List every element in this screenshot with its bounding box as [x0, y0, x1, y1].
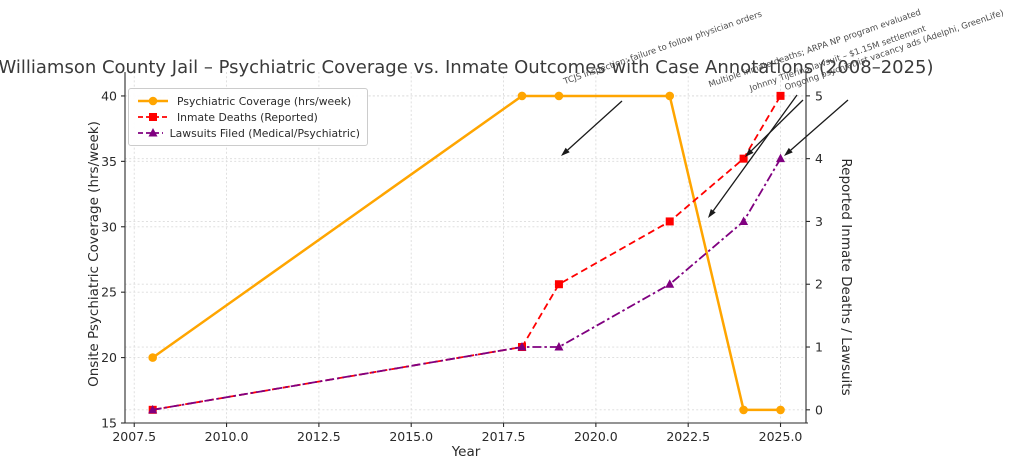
legend-item-deaths: Inmate Deaths (Reported) — [136, 109, 360, 125]
legend-sample-lawsuits — [138, 128, 163, 137]
svg-text:2010.0: 2010.0 — [205, 429, 249, 444]
svg-text:35: 35 — [101, 154, 117, 169]
svg-text:2012.5: 2012.5 — [297, 429, 341, 444]
x-axis-label: Year — [451, 444, 481, 460]
svg-text:40: 40 — [101, 88, 117, 103]
svg-text:0: 0 — [815, 402, 823, 417]
svg-text:15: 15 — [101, 416, 117, 431]
svg-text:4: 4 — [815, 151, 823, 166]
svg-text:2020.0: 2020.0 — [574, 429, 618, 444]
chart-title: Williamson County Jail – Psychiatric Cov… — [0, 57, 934, 78]
svg-text:2025.0: 2025.0 — [759, 429, 803, 444]
y-axis-label-right: Reported Inmate Deaths / Lawsuits — [838, 158, 854, 396]
svg-text:1: 1 — [815, 340, 823, 355]
legend-label-deaths: Inmate Deaths (Reported) — [177, 110, 318, 124]
legend-label-lawsuits: Lawsuits Filed (Medical/Psychiatric) — [169, 126, 360, 140]
legend: Psychiatric Coverage (hrs/week) Inmate D… — [128, 88, 368, 146]
legend-item-coverage: Psychiatric Coverage (hrs/week) — [136, 93, 360, 109]
legend-item-lawsuits: Lawsuits Filed (Medical/Psychiatric) — [136, 125, 360, 141]
y-axis-label-left: Onsite Psychiatric Coverage (hrs/week) — [86, 121, 102, 387]
legend-sample-deaths — [138, 113, 168, 121]
svg-text:30: 30 — [101, 219, 117, 234]
legend-label-coverage: Psychiatric Coverage (hrs/week) — [177, 94, 352, 108]
svg-text:25: 25 — [101, 285, 117, 300]
svg-text:5: 5 — [815, 88, 823, 103]
svg-text:2: 2 — [815, 277, 823, 292]
svg-text:20: 20 — [101, 350, 117, 365]
legend-sample-coverage — [138, 96, 168, 106]
svg-text:2017.5: 2017.5 — [482, 429, 526, 444]
svg-text:2007.5: 2007.5 — [112, 429, 156, 444]
svg-text:3: 3 — [815, 214, 823, 229]
svg-text:2015.0: 2015.0 — [389, 429, 433, 444]
svg-text:2022.5: 2022.5 — [666, 429, 710, 444]
